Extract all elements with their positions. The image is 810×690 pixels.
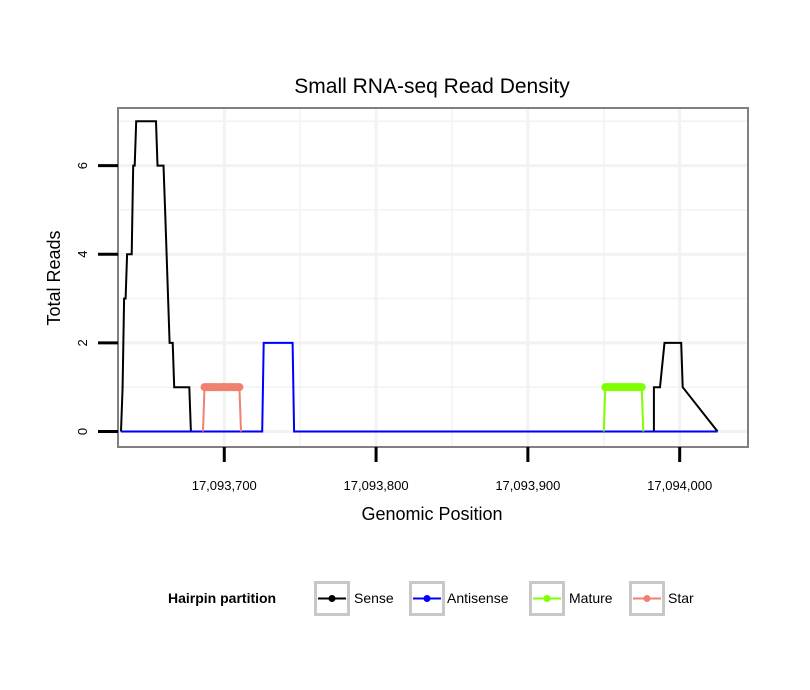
y-tick-label: 6 xyxy=(75,162,90,169)
x-tick-label: 17,093,900 xyxy=(495,478,560,493)
x-axis-label: Genomic Position xyxy=(361,504,502,524)
plot-panel-border xyxy=(117,107,749,448)
legend-item-antisense: Antisense xyxy=(409,581,509,616)
axes: 17,093,700 17,093,800 17,093,900 17,094,000… xyxy=(75,162,712,493)
legend-item-star: Star xyxy=(629,581,694,616)
legend-label: Sense xyxy=(354,590,394,606)
legend-label: Mature xyxy=(569,590,613,606)
legend-item-sense: Sense xyxy=(314,581,394,616)
series-line-star xyxy=(202,386,242,432)
plot-series xyxy=(120,120,719,433)
x-tick-label: 17,093,700 xyxy=(192,478,257,493)
legend-label: Antisense xyxy=(447,590,509,606)
legend: Hairpin partition Sense Antisense Mature St… xyxy=(168,581,694,616)
y-tick-label: 4 xyxy=(75,251,90,258)
legend-key-point xyxy=(543,595,551,602)
legend-label: Star xyxy=(668,590,694,606)
x-tick-label: 17,093,800 xyxy=(344,478,409,493)
y-axis-label: Total Reads xyxy=(44,230,64,325)
legend-item-mature: Mature xyxy=(529,581,613,616)
legend-key-point xyxy=(643,595,651,602)
series-line-sense xyxy=(120,120,192,432)
legend-key-point xyxy=(423,595,431,602)
series-line-mature xyxy=(602,386,645,432)
y-tick-label: 0 xyxy=(75,428,90,435)
grid xyxy=(118,108,748,447)
y-tick-label: 2 xyxy=(75,339,90,346)
chart-title: Small RNA-seq Read Density xyxy=(294,75,570,98)
legend-title: Hairpin partition xyxy=(168,590,276,606)
legend-key-point xyxy=(328,595,336,602)
x-tick-label: 17,094,000 xyxy=(647,478,712,493)
